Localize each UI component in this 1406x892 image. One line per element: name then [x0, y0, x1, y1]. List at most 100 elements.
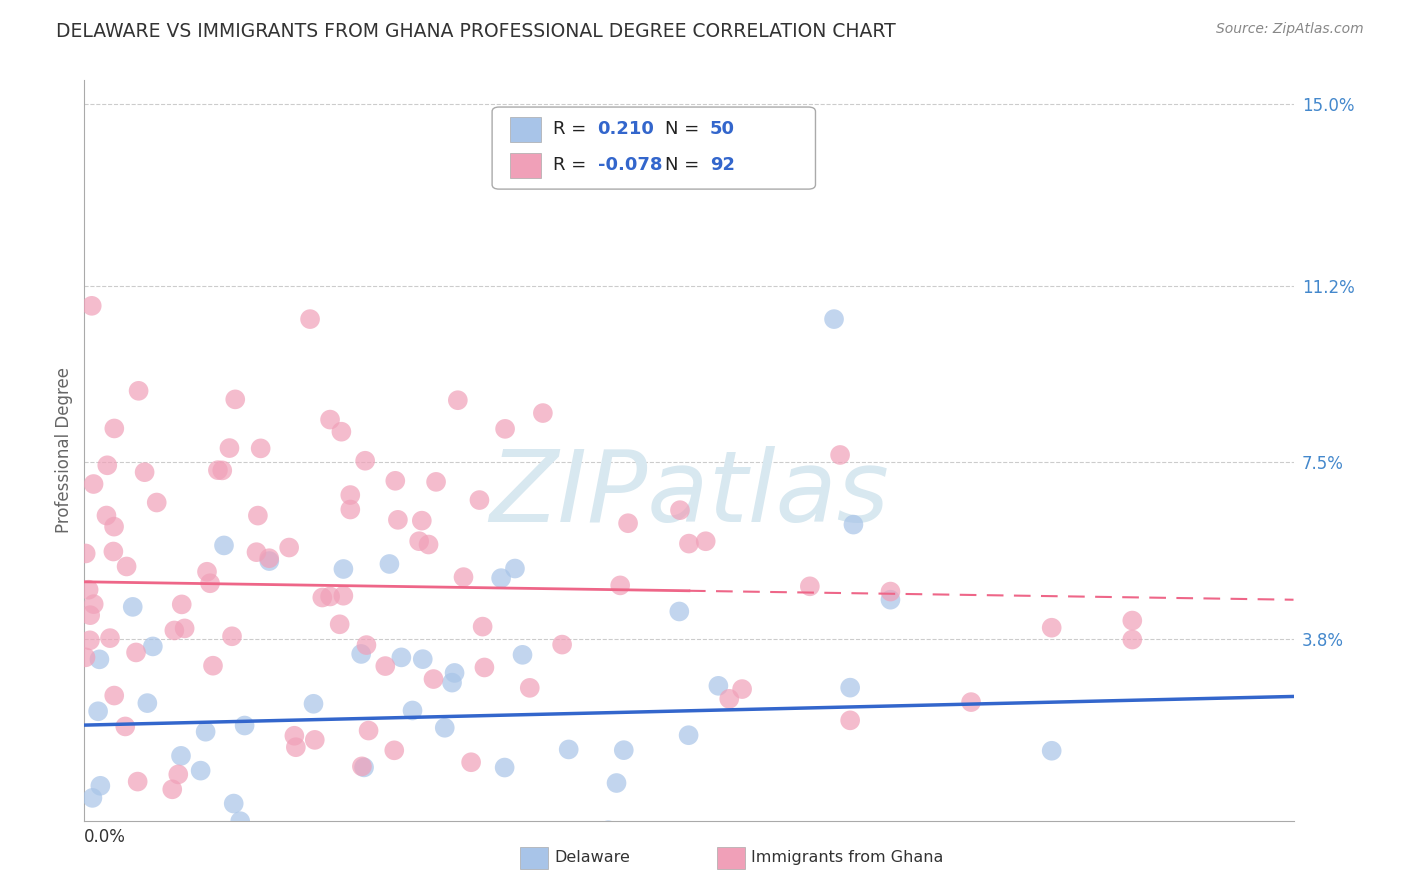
- Y-axis label: Professional Degree: Professional Degree: [55, 368, 73, 533]
- Text: N =: N =: [665, 120, 699, 138]
- Point: [195, 565, 218, 579]
- Point: [389, 650, 412, 665]
- Point: [839, 681, 862, 695]
- Point: [114, 719, 136, 733]
- Point: [212, 538, 235, 552]
- Text: Source: ZipAtlas.com: Source: ZipAtlas.com: [1216, 22, 1364, 37]
- Point: [127, 774, 149, 789]
- Point: [319, 412, 342, 426]
- Point: [249, 442, 271, 456]
- Point: [339, 488, 361, 502]
- Point: [221, 629, 243, 643]
- Point: [519, 681, 541, 695]
- Point: [304, 732, 326, 747]
- Text: 0.0%: 0.0%: [84, 828, 127, 846]
- Point: [278, 541, 301, 555]
- Text: R =: R =: [553, 120, 586, 138]
- Point: [332, 589, 354, 603]
- Point: [108, 838, 131, 852]
- Text: DELAWARE VS IMMIGRANTS FROM GHANA PROFESSIONAL DEGREE CORRELATION CHART: DELAWARE VS IMMIGRANTS FROM GHANA PROFES…: [56, 22, 896, 41]
- Point: [170, 598, 193, 612]
- Point: [283, 729, 305, 743]
- Point: [257, 551, 280, 566]
- Point: [444, 838, 467, 852]
- Point: [842, 517, 865, 532]
- Point: [668, 605, 690, 619]
- Point: [879, 592, 901, 607]
- Text: Immigrants from Ghana: Immigrants from Ghana: [751, 850, 943, 864]
- Point: [127, 824, 149, 838]
- Point: [418, 537, 440, 551]
- Point: [246, 508, 269, 523]
- Point: [678, 728, 700, 742]
- Point: [425, 475, 447, 489]
- Point: [1121, 632, 1143, 647]
- Point: [401, 704, 423, 718]
- Point: [89, 779, 111, 793]
- Point: [447, 393, 470, 408]
- Point: [103, 421, 125, 435]
- Point: [75, 650, 97, 665]
- Point: [489, 571, 512, 585]
- Point: [311, 591, 333, 605]
- Point: [1040, 744, 1063, 758]
- Point: [678, 536, 700, 550]
- Point: [453, 570, 475, 584]
- Point: [332, 562, 354, 576]
- Point: [468, 493, 491, 508]
- Text: 92: 92: [710, 156, 735, 174]
- Text: R =: R =: [553, 156, 586, 174]
- Point: [799, 579, 821, 593]
- Point: [1040, 621, 1063, 635]
- Point: [173, 621, 195, 635]
- Point: [89, 652, 111, 666]
- Point: [411, 514, 433, 528]
- Point: [557, 830, 579, 845]
- Point: [101, 828, 124, 842]
- Point: [557, 838, 579, 852]
- Point: [115, 559, 138, 574]
- Point: [284, 740, 307, 755]
- Point: [695, 534, 717, 549]
- Point: [422, 672, 444, 686]
- Point: [471, 619, 494, 633]
- Point: [136, 696, 159, 710]
- Point: [163, 624, 186, 638]
- Point: [879, 584, 901, 599]
- Text: ZIPatlas: ZIPatlas: [489, 446, 889, 543]
- Point: [609, 578, 631, 592]
- Point: [259, 554, 281, 568]
- Point: [319, 590, 342, 604]
- Point: [198, 576, 221, 591]
- Point: [433, 721, 456, 735]
- Point: [299, 312, 322, 326]
- Point: [512, 648, 534, 662]
- Point: [350, 759, 373, 773]
- Point: [494, 422, 516, 436]
- Point: [718, 691, 741, 706]
- Point: [214, 838, 236, 852]
- Point: [194, 724, 217, 739]
- Point: [229, 814, 252, 829]
- Point: [207, 463, 229, 477]
- Text: -0.078: -0.078: [598, 156, 662, 174]
- Point: [354, 454, 377, 468]
- Point: [598, 823, 620, 838]
- Point: [125, 645, 148, 659]
- Point: [350, 647, 373, 661]
- Point: [103, 519, 125, 533]
- Point: [134, 465, 156, 479]
- Text: 50: 50: [710, 120, 735, 138]
- Point: [98, 631, 121, 645]
- Point: [82, 790, 104, 805]
- Point: [96, 508, 118, 523]
- Point: [170, 748, 193, 763]
- Point: [839, 714, 862, 728]
- Point: [211, 463, 233, 477]
- Point: [531, 406, 554, 420]
- Point: [201, 658, 224, 673]
- Point: [329, 617, 352, 632]
- Point: [606, 776, 628, 790]
- Point: [551, 638, 574, 652]
- Point: [353, 760, 375, 774]
